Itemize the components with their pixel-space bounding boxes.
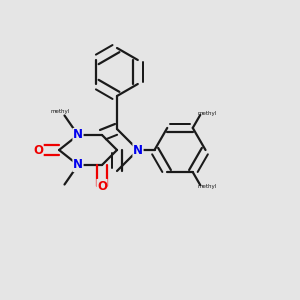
Text: N: N bbox=[73, 158, 83, 172]
Text: O: O bbox=[97, 179, 107, 193]
Text: N: N bbox=[73, 128, 83, 142]
Text: O: O bbox=[33, 143, 43, 157]
Text: methyl: methyl bbox=[197, 184, 217, 189]
Text: methyl: methyl bbox=[197, 111, 217, 116]
Text: N: N bbox=[133, 143, 143, 157]
Text: methyl: methyl bbox=[50, 110, 70, 114]
